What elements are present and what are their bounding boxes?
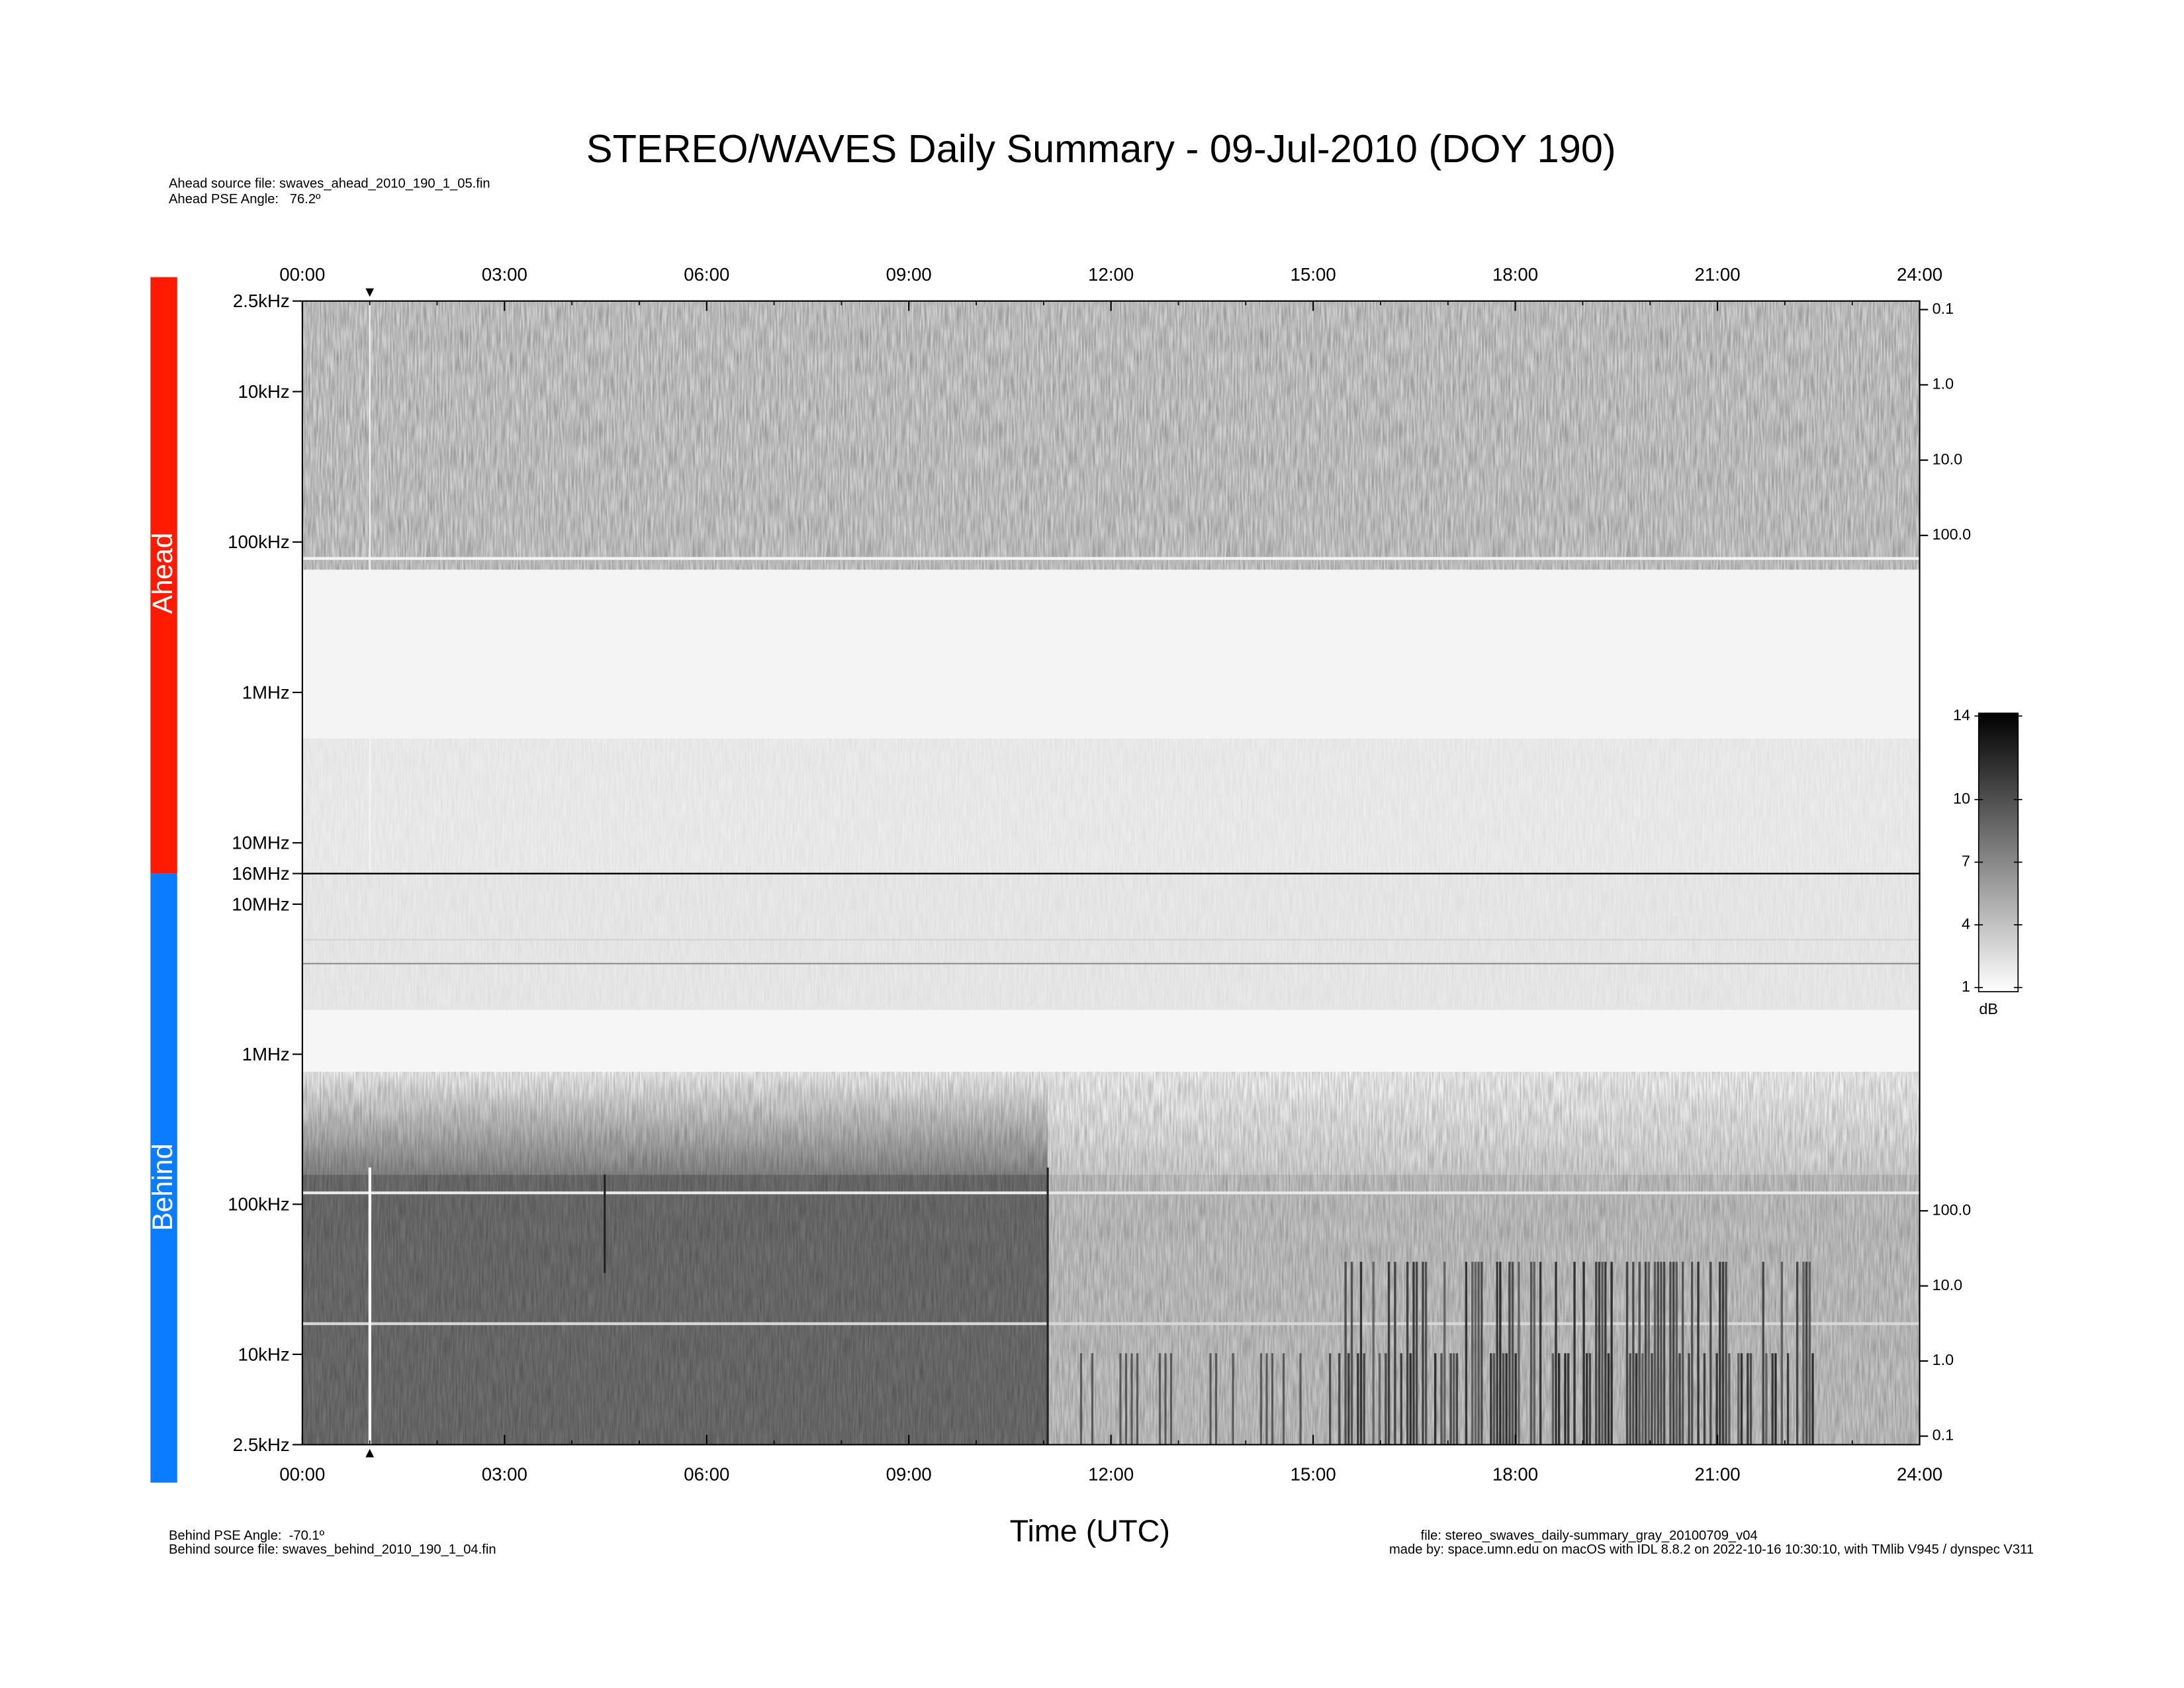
side-label: Ahead xyxy=(148,533,179,614)
side-bar xyxy=(150,873,177,1483)
pse-angle: Ahead PSE Angle: 76.2º xyxy=(169,192,321,207)
x-tick-label: 21:00 xyxy=(1695,1464,1741,1484)
x-tick-label: 00:00 xyxy=(279,1464,325,1484)
y-tick-label: 100kHz xyxy=(228,1194,290,1215)
colorbar-tick-label: 4 xyxy=(1962,915,1970,932)
y2-tick-label: 10.0 xyxy=(1933,450,1962,467)
x-axis-label: Time (UTC) xyxy=(1010,1514,1170,1548)
x-tick-label: 09:00 xyxy=(886,1464,932,1484)
y2-tick-label: 100.0 xyxy=(1933,526,1971,543)
colorbar-tick-label: 1 xyxy=(1962,978,1970,995)
colorbar-tick-label: 10 xyxy=(1953,790,1970,807)
x-tick-label: 00:00 xyxy=(279,264,325,285)
colorbar-tick-label: 7 xyxy=(1962,853,1970,870)
x-tick-label: 09:00 xyxy=(886,264,932,285)
x-tick-label: 03:00 xyxy=(482,264,527,285)
y2-tick-label: 0.1 xyxy=(1933,300,1954,317)
x-tick-label: 15:00 xyxy=(1291,1464,1336,1484)
y-tick-label: 10kHz xyxy=(238,381,289,402)
time-marker xyxy=(365,288,375,297)
y2-tick-label: 1.0 xyxy=(1933,1351,1954,1368)
source-file: Ahead source file: swaves_ahead_2010_190… xyxy=(169,177,490,191)
x-tick-label: 24:00 xyxy=(1897,264,1942,285)
y-tick-label: 16MHz xyxy=(232,863,289,884)
x-tick-label: 21:00 xyxy=(1695,264,1741,285)
x-tick-label: 24:00 xyxy=(1897,1464,1942,1484)
x-tick-label: 15:00 xyxy=(1291,264,1336,285)
colorbar xyxy=(1978,712,2019,992)
x-tick-label: 12:00 xyxy=(1088,264,1134,285)
y2-tick-label: 0.1 xyxy=(1933,1427,1954,1444)
x-tick-label: 03:00 xyxy=(482,1464,527,1484)
y2-tick-label: 1.0 xyxy=(1933,375,1954,393)
y2-tick-label: 10.0 xyxy=(1933,1276,1962,1293)
y2-tick-label: 100.0 xyxy=(1933,1201,1971,1218)
file-note: file: stereo_swaves_daily-summary_gray_2… xyxy=(1421,1528,1758,1543)
made-by-note: made by: space.umn.edu on macOS with IDL… xyxy=(1389,1542,2034,1557)
x-tick-label: 18:00 xyxy=(1492,1464,1538,1484)
spectrogram-image xyxy=(302,301,1920,1445)
x-tick-label: 06:00 xyxy=(684,264,729,285)
pse-angle: Behind PSE Angle: -70.1º xyxy=(169,1528,325,1543)
time-marker xyxy=(365,1448,375,1458)
x-tick-label: 18:00 xyxy=(1492,264,1538,285)
side-bar xyxy=(150,277,177,874)
colorbar-label: dB xyxy=(1979,1000,1998,1017)
y-tick-label: 2.5kHz xyxy=(233,291,290,311)
source-file: Behind source file: swaves_behind_2010_1… xyxy=(169,1542,496,1557)
x-tick-label: 12:00 xyxy=(1088,1464,1134,1484)
y-tick-label: 1MHz xyxy=(242,682,290,702)
y-tick-label: 1MHz xyxy=(242,1044,290,1064)
y-tick-label: 2.5kHz xyxy=(233,1434,290,1455)
y-tick-label: 10MHz xyxy=(232,894,289,914)
y-tick-label: 10MHz xyxy=(232,833,289,853)
colorbar-tick-label: 14 xyxy=(1953,706,1970,724)
x-tick-label: 06:00 xyxy=(684,1464,729,1484)
title: STEREO/WAVES Daily Summary - 09-Jul-2010… xyxy=(586,126,1616,171)
side-label: Behind xyxy=(148,1143,179,1231)
y-tick-label: 10kHz xyxy=(238,1344,289,1364)
y-tick-label: 100kHz xyxy=(228,532,290,552)
